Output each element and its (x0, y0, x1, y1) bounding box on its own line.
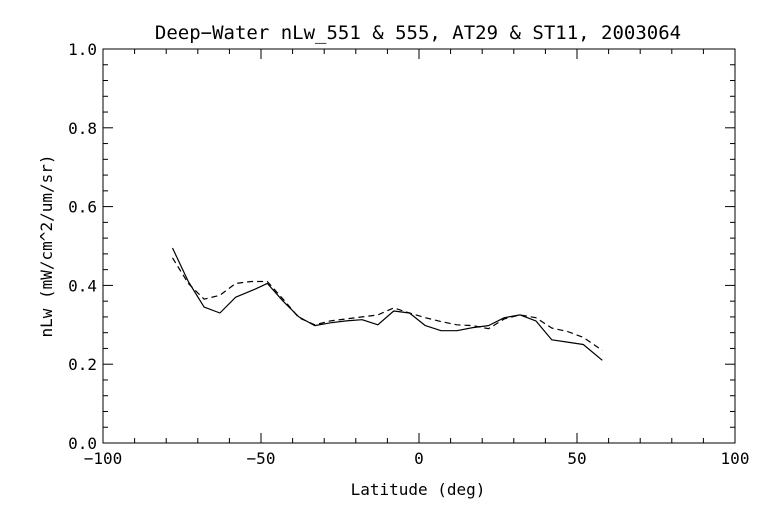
x-tick-label: 0 (414, 449, 424, 468)
x-axis-label: Latitude (deg) (351, 480, 486, 499)
x-tick-label: 50 (567, 449, 586, 468)
y-tick-label: 0.6 (68, 198, 97, 217)
series-layer (171, 247, 603, 361)
y-tick-label: 0.2 (68, 355, 97, 374)
x-tick-label: −50 (247, 449, 276, 468)
y-axis-label: nLw (mW/cm^2/um/sr) (37, 154, 56, 337)
series-line-solid (171, 247, 603, 361)
y-axis-ticks: 0.0 0.2 0.4 0.6 0.8 1.0 (68, 40, 735, 453)
chart-title: Deep−Water nLw_551 & 555, AT29 & ST11, 2… (155, 22, 681, 44)
y-tick-label: 0.8 (68, 119, 97, 138)
x-axis-ticks: −100 −50 0 50 100 (84, 49, 750, 468)
x-tick-label: 100 (721, 449, 750, 468)
y-tick-label: 1.0 (68, 40, 97, 59)
y-tick-label: 0.4 (68, 276, 97, 295)
y-tick-label: 0.0 (68, 434, 97, 453)
x-tick-label: −100 (84, 449, 123, 468)
